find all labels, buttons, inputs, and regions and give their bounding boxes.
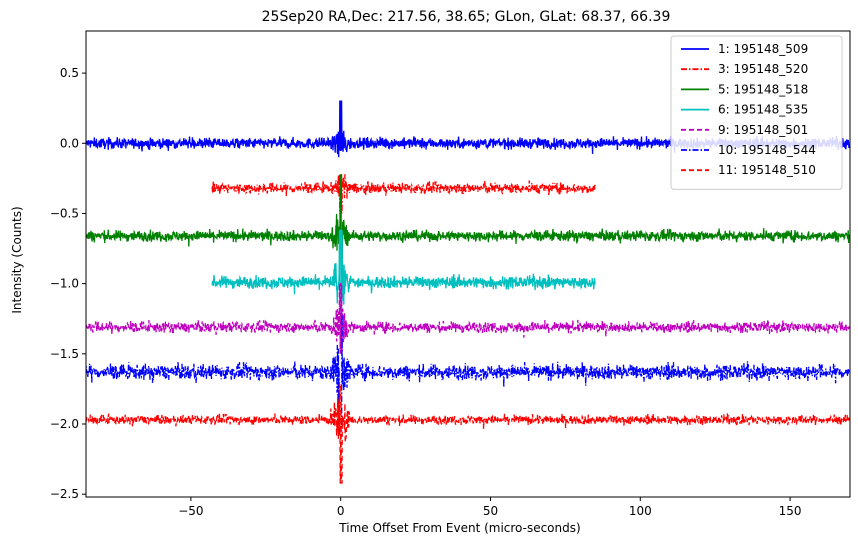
series-line-5	[86, 283, 850, 354]
series-line-3	[86, 174, 850, 259]
legend: 1: 195148_509 3: 195148_520 5: 195148_51…	[670, 35, 843, 190]
x-tick-label: 100	[629, 504, 652, 518]
legend-box	[670, 35, 843, 190]
y-tick-label: −1.5	[50, 347, 79, 361]
x-tick-label: 50	[483, 504, 498, 518]
legend-label: 6: 195148_535	[718, 103, 808, 117]
x-tick-label: 0	[337, 504, 345, 518]
series-line-4	[211, 229, 596, 315]
y-tick-label: −0.5	[50, 206, 79, 220]
legend-label: 1: 195148_509	[718, 42, 808, 56]
chart-title: 25Sep20 RA,Dec: 217.56, 38.65; GLon, GLa…	[262, 9, 671, 25]
series-line-6	[86, 314, 850, 432]
legend-label: 3: 195148_520	[718, 62, 808, 76]
legend-label: 5: 195148_518	[718, 82, 808, 96]
y-tick-label: 0.0	[60, 136, 79, 150]
x-tick-label: −50	[178, 504, 203, 518]
y-axis: 0.5 0.0 −0.5 −1.0 −1.5 −2.0 −2.5	[50, 66, 86, 501]
y-axis-label: Intensity (Counts)	[10, 206, 24, 313]
legend-label: 11: 195148_510	[718, 163, 816, 177]
y-tick-label: −2.0	[50, 417, 79, 431]
x-axis-label: Time Offset From Event (micro-seconds)	[338, 521, 580, 535]
y-tick-label: 0.5	[60, 66, 79, 80]
x-axis: −50 0 50 100 150	[178, 497, 802, 518]
legend-label: 10: 195148_544	[718, 143, 816, 157]
plot-frame	[85, 30, 851, 498]
x-tick-label: 150	[779, 504, 802, 518]
y-tick-label: −1.0	[50, 277, 79, 291]
series-line-7	[86, 384, 850, 484]
y-tick-label: −2.5	[50, 487, 79, 501]
series-line-2	[211, 174, 596, 215]
legend-label: 9: 195148_501	[718, 123, 808, 137]
